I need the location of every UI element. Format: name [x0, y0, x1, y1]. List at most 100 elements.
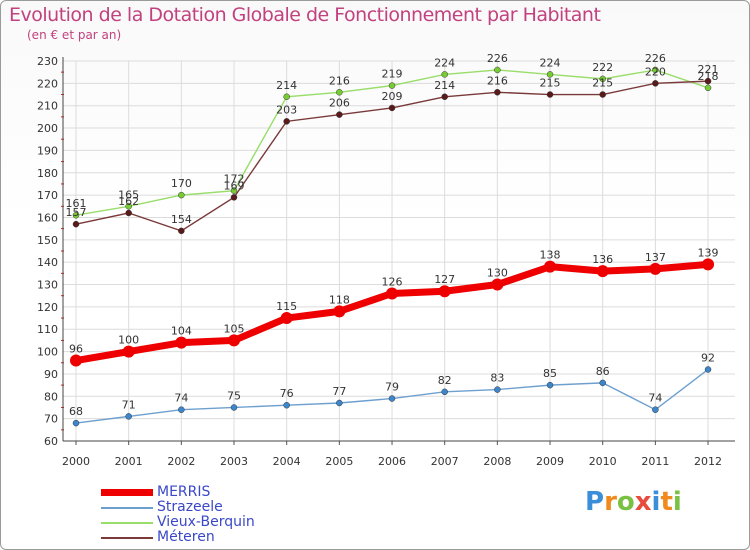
- data-label-strazeele: 86: [596, 365, 610, 378]
- data-label-strazeele: 75: [227, 389, 241, 402]
- data-label-meteren: 215: [540, 77, 561, 90]
- logo-letter: i: [651, 487, 661, 517]
- legend-item-merris: MERRIS: [101, 485, 255, 500]
- x-tick-label: 2005: [325, 455, 353, 468]
- x-tick-label: 2006: [378, 455, 406, 468]
- y-tick-label: 70: [44, 413, 58, 426]
- data-point-vieux-berquin: [494, 66, 501, 74]
- data-label-merris: 105: [224, 322, 245, 335]
- data-point-strazeele: [704, 366, 712, 373]
- data-label-meteren: 162: [118, 195, 139, 208]
- chart-title: Evolution de la Dotation Globale de Fonc…: [9, 4, 601, 26]
- data-label-merris: 126: [382, 275, 403, 288]
- data-point-strazeele: [178, 406, 185, 413]
- data-point-vieux-berquin: [283, 93, 290, 101]
- data-label-meteren: 220: [645, 65, 666, 78]
- data-label-strazeele: 92: [701, 351, 715, 364]
- data-point-meteren: [704, 77, 712, 85]
- data-point-merris: [491, 278, 504, 291]
- data-point-strazeele: [652, 406, 659, 413]
- data-label-meteren: 215: [592, 77, 613, 90]
- data-label-merris: 136: [592, 253, 613, 266]
- legend-swatch: [101, 489, 153, 496]
- data-point-meteren: [178, 227, 185, 235]
- data-point-vieux-berquin: [336, 89, 343, 96]
- data-point-strazeele: [336, 399, 343, 407]
- x-tick-label: 2003: [220, 455, 248, 468]
- data-point-strazeele: [599, 379, 606, 387]
- data-point-merris: [228, 334, 241, 347]
- data-label-vieux-berquin: 219: [382, 68, 403, 81]
- legend-item-strazeele: Strazeele: [101, 500, 255, 515]
- legend-swatch: [101, 506, 153, 509]
- x-tick-label: 2009: [536, 455, 564, 468]
- logo-letter: i: [672, 487, 682, 517]
- data-point-meteren: [599, 91, 606, 98]
- data-label-meteren: 206: [329, 97, 350, 110]
- data-point-merris: [122, 345, 135, 358]
- data-point-meteren: [230, 194, 238, 201]
- data-label-vieux-berquin: 218: [698, 70, 719, 83]
- legend-label: MERRIS: [157, 484, 211, 500]
- data-label-strazeele: 76: [280, 387, 294, 400]
- y-tick-label: 200: [37, 122, 58, 135]
- x-tick-label: 2004: [273, 455, 301, 468]
- data-point-vieux-berquin: [546, 71, 554, 78]
- data-label-vieux-berquin: 165: [118, 188, 139, 201]
- y-tick-label: 110: [37, 323, 58, 336]
- data-point-strazeele: [230, 404, 238, 411]
- data-label-merris: 130: [487, 267, 508, 280]
- data-label-vieux-berquin: 226: [645, 52, 666, 65]
- data-point-meteren: [336, 111, 343, 118]
- data-point-vieux-berquin: [704, 84, 712, 92]
- data-label-strazeele: 79: [385, 381, 399, 394]
- y-tick-label: 100: [37, 346, 58, 359]
- y-tick-label: 230: [37, 55, 58, 68]
- data-point-meteren: [652, 80, 659, 87]
- data-point-meteren: [388, 104, 396, 112]
- data-label-merris: 96: [69, 343, 83, 356]
- logo-letter: x: [634, 487, 652, 517]
- y-tick-label: 90: [44, 368, 58, 381]
- data-point-merris: [649, 262, 662, 275]
- y-tick-label: 140: [37, 256, 58, 269]
- data-label-merris: 138: [540, 249, 561, 262]
- logo-letter: r: [604, 487, 617, 517]
- data-label-strazeele: 77: [332, 385, 346, 398]
- data-label-vieux-berquin: 161: [66, 197, 87, 210]
- data-point-vieux-berquin: [72, 211, 80, 219]
- y-tick-label: 60: [44, 435, 58, 448]
- data-label-vieux-berquin: 224: [540, 56, 561, 69]
- data-point-meteren: [72, 220, 80, 228]
- data-point-strazeele: [546, 381, 554, 389]
- legend-label: Strazeele: [157, 499, 223, 515]
- data-point-vieux-berquin: [599, 75, 606, 83]
- data-label-vieux-berquin: 226: [487, 52, 508, 65]
- data-label-vieux-berquin: 216: [329, 74, 350, 87]
- data-label-strazeele: 74: [648, 392, 662, 405]
- data-label-meteren: 157: [66, 206, 87, 219]
- data-point-merris: [544, 260, 557, 273]
- data-label-strazeele: 68: [69, 405, 83, 418]
- data-label-meteren: 221: [698, 63, 719, 76]
- data-label-strazeele: 83: [490, 372, 504, 385]
- data-point-vieux-berquin: [230, 187, 238, 194]
- data-label-merris: 115: [276, 300, 297, 313]
- data-point-merris: [280, 312, 293, 325]
- data-point-vieux-berquin: [178, 191, 185, 199]
- y-tick-label: 180: [37, 167, 58, 180]
- y-tick-label: 130: [37, 279, 58, 292]
- data-label-meteren: 214: [434, 79, 455, 92]
- data-point-strazeele: [441, 388, 448, 396]
- data-point-vieux-berquin: [125, 203, 132, 210]
- y-tick-label: 80: [44, 390, 58, 403]
- legend-swatch: [101, 536, 153, 539]
- data-label-meteren: 203: [276, 103, 297, 116]
- data-label-merris: 118: [329, 293, 350, 306]
- data-label-meteren: 209: [382, 90, 403, 103]
- data-point-strazeele: [72, 419, 80, 427]
- x-tick-label: 2008: [483, 455, 511, 468]
- data-point-vieux-berquin: [388, 82, 396, 89]
- legend-label: Vieux-Berquin: [157, 514, 255, 530]
